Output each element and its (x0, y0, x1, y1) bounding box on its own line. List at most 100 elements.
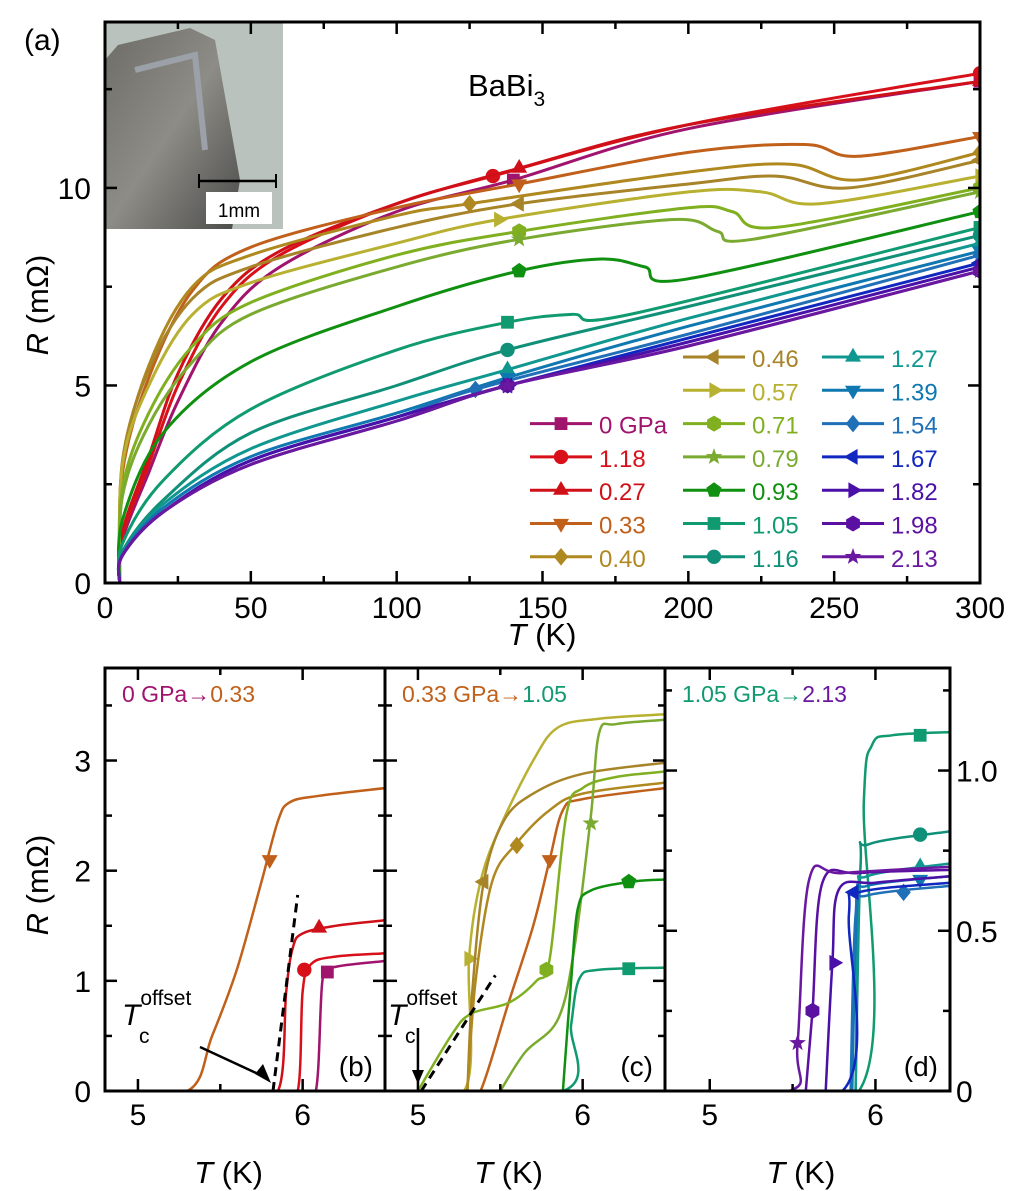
legend-item: 1.27 (822, 346, 938, 373)
legend-marker-triangle-right (848, 482, 863, 499)
y-tick-label: 0 (74, 568, 91, 601)
legend-marker-hexagon (707, 415, 721, 432)
data-marker-triangle-right (829, 954, 844, 971)
legend-marker-triangle-up (845, 347, 861, 362)
data-marker-diamond (896, 883, 911, 902)
legend-marker-pentagon (706, 482, 722, 497)
legend-label: 1.05 (752, 513, 799, 540)
tc-arrow-head (255, 1064, 271, 1083)
y-tick-label: 3 (74, 746, 91, 779)
series-line-0.79 (499, 718, 665, 1091)
legend-label: 0.79 (752, 446, 799, 473)
x-axis-symbol: T (474, 1155, 502, 1190)
x-axis-label: T (K) (194, 1155, 263, 1190)
x-tick-label: 200 (663, 592, 713, 625)
panel-label: (b) (339, 1051, 373, 1082)
tc-offset-label: Toffset (122, 987, 191, 1032)
x-tick-label: 5 (410, 1099, 427, 1132)
legend-item: 1.39 (822, 379, 938, 406)
y-tick-label: 1 (74, 966, 91, 999)
x-tick-label: 50 (234, 592, 267, 625)
series-group (116, 66, 980, 583)
panel-a: 0 50 100 150 200 250 300 0 5 10 (58, 20, 1005, 625)
series-group (385, 713, 665, 1091)
tc-symbol: T (388, 999, 409, 1032)
data-marker-triangle-left (510, 195, 524, 212)
legend-item: 1.18 (530, 446, 646, 473)
legend-label: 0.93 (752, 479, 799, 506)
y-right-tick-label: 0.5 (956, 916, 998, 949)
y-axis-unit: (mΩ) (20, 255, 55, 325)
y-axis-label: R (mΩ) (20, 835, 55, 936)
x-tick-label: 0 (97, 592, 114, 625)
legend-label: 0.40 (599, 546, 646, 573)
heading-part: 0 GPa→ (122, 681, 210, 707)
data-marker-circle (500, 342, 515, 358)
data-marker-star (582, 814, 600, 831)
tc-subscript: c (405, 1025, 416, 1048)
legend-label: 0.46 (752, 346, 799, 373)
series-line-0.33 (467, 786, 665, 1091)
data-marker-triangle-right (494, 211, 508, 228)
tc-offset-label: Toffset (388, 987, 457, 1032)
legend-item: 0.93 (683, 479, 799, 506)
sample-wire (134, 51, 208, 151)
data-marker-hexagon (539, 961, 554, 978)
y-axis-label: R (mΩ) (20, 255, 55, 356)
series-group (665, 728, 950, 1091)
data-marker-square (913, 728, 927, 742)
data-marker-triangle-up (511, 159, 528, 173)
legend-marker-triangle-down (845, 385, 861, 400)
data-marker-triangle-down (261, 855, 278, 869)
heading-part: 0.33 GPa→ (402, 681, 522, 707)
series-line-0.57 (385, 713, 665, 1091)
x-tick-label: 300 (955, 592, 1005, 625)
data-marker-square (622, 962, 636, 976)
series-line-1.05 (385, 966, 665, 1091)
x-axis-label: T (K) (474, 1155, 543, 1190)
legend-marker-triangle-down (553, 518, 569, 533)
panel-heading: 1.05 GPa→2.13 (682, 681, 847, 707)
title-subscript: 3 (533, 88, 545, 111)
data-marker-triangle-left (844, 884, 859, 901)
legend-marker-diamond (553, 548, 569, 566)
data-marker-triangle-up (499, 360, 516, 375)
series-line-0.79 (117, 190, 980, 583)
legend-marker-circle (706, 549, 722, 564)
legend: 0 GPa 1.18 0.27 0.33 0.40 0.46 0.57 0.71 0.79 0.9… (530, 346, 938, 573)
series-line-0.57 (117, 174, 980, 583)
data-marker-pentagon (621, 873, 637, 889)
data-marker-square (973, 221, 980, 234)
legend-marker-diamond (845, 414, 861, 433)
legend-marker-square (554, 417, 568, 430)
legend-marker-triangle-up (553, 481, 569, 495)
legend-item: 0.79 (683, 446, 799, 473)
series-line-1.39 (117, 249, 980, 583)
tc-superscript: offset (140, 987, 191, 1010)
data-marker-triangle-down (541, 855, 558, 869)
series-line-2.13 (665, 864, 950, 1091)
legend-item: 1.98 (822, 513, 938, 540)
legend-label: 0 GPa (599, 413, 668, 440)
legend-label: 0.57 (752, 379, 799, 406)
scale-bar-label: 1mm (218, 201, 260, 222)
legend-item: 0.40 (530, 546, 646, 573)
series-line-1.16 (117, 233, 980, 583)
x-tick-label: 250 (809, 592, 859, 625)
y-tick-label: 10 (58, 173, 91, 206)
legend-label: 0.33 (599, 513, 646, 540)
legend-item: 0.33 (530, 513, 646, 540)
series-line-1.05 (117, 225, 980, 583)
series-line-0GPa (297, 959, 385, 1091)
y-tick-label: 2 (74, 856, 91, 889)
data-marker-star (499, 376, 516, 393)
legend-label: 1.67 (891, 446, 938, 473)
legend-label: 1.82 (891, 479, 938, 506)
tc-subscript: c (139, 1025, 150, 1048)
inset-photo: 1mm (105, 22, 283, 229)
heading-part: 1.05 (522, 681, 567, 707)
x-tick-label: 150 (517, 592, 567, 625)
series-line-1.98 (804, 868, 950, 1091)
y-axis-symbol: R (20, 904, 55, 935)
